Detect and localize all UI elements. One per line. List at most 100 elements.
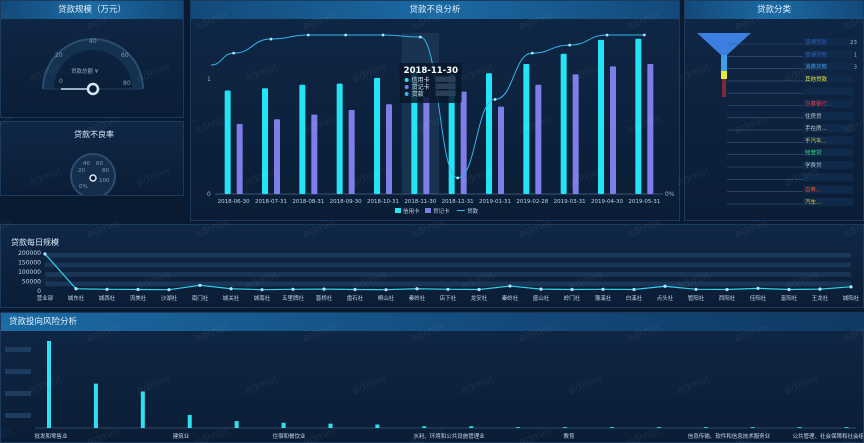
x-tick-label: 批发和零售业 [34, 432, 68, 440]
daily-title: 贷款每日规模 [11, 238, 59, 247]
x-tick-label: 店下社 [440, 294, 457, 302]
bar-credit-card [299, 84, 306, 194]
bar-debit-card [423, 97, 430, 194]
risk-title: 贷款投向风险分析 [1, 313, 863, 331]
category-label-bg [803, 74, 853, 83]
bar-debit-card [535, 84, 542, 194]
daily-point [477, 287, 481, 292]
grid-band [45, 272, 851, 277]
risk-bar [750, 427, 755, 428]
risk-bar [328, 423, 333, 428]
daily-point [601, 287, 605, 291]
line-point [306, 33, 310, 37]
x-tick-label: 盘石社 [347, 294, 364, 302]
bar-debit-card [311, 114, 318, 194]
category-value: 1 [854, 52, 858, 58]
bar-debit-card [274, 119, 280, 194]
risk-bar [47, 341, 51, 428]
x-tick-label: 2018-10-31 [367, 199, 399, 205]
gauge1-label: 贷款总额 ¥ [71, 67, 99, 75]
x-tick-label: 白溪社 [626, 294, 643, 302]
tooltip-value-box [435, 90, 456, 96]
x-tick-label: 2019-03-31 [554, 199, 586, 205]
tooltip-date: 2018-11-30 [404, 66, 458, 76]
bar-debit-card [610, 66, 616, 194]
legend-label-credit: 信用卡 [403, 207, 420, 215]
category-label: 学费贷 [805, 161, 822, 169]
y-tick-label: 50000 [22, 279, 41, 286]
nonperforming-title: 贷款不良分析 [191, 1, 679, 19]
grid-band [45, 281, 851, 287]
daily-point [663, 284, 667, 288]
loan-scale-title: 贷款规模（万元） [1, 1, 183, 19]
daily-point [725, 287, 729, 292]
category-label: 手汽车... [805, 136, 827, 144]
x-tick-label: 2018-12-31 [442, 199, 474, 205]
x-tick-label: 城关社 [223, 294, 240, 302]
daily-point [756, 286, 760, 290]
x-tick-label: 管阳社 [688, 294, 705, 302]
risk-bar [516, 427, 521, 428]
grid-band [45, 262, 851, 268]
legend-label-loan: 贷款 [467, 207, 479, 215]
category-value: 3 [854, 65, 858, 71]
daily-point [384, 288, 388, 292]
funnel-stem-3 [722, 79, 726, 97]
loan-scale-gauge: 0 20 40 60 80 贷款总额 ¥ [42, 38, 144, 96]
bar-debit-card [572, 74, 579, 194]
line-point [344, 33, 348, 37]
daily-point [570, 287, 574, 292]
bar-credit-card [598, 39, 604, 195]
x-tick-label: 2018-09-30 [330, 199, 362, 205]
daily-point [818, 287, 822, 291]
category-label-bg [803, 99, 853, 108]
bar-credit-card [374, 77, 380, 194]
bar-credit-card [635, 38, 642, 194]
bar-credit-card [224, 90, 231, 194]
category-label-bg [803, 197, 853, 206]
gauge2-tick-3: 80 [102, 168, 109, 174]
legend-swatch-debit [425, 208, 431, 213]
risk-bar [281, 422, 286, 428]
daily-point [539, 287, 543, 291]
x-tick-label: 2018-06-30 [218, 199, 250, 205]
y-tick-label: 200000 [18, 250, 41, 257]
x-tick-label: 盛山社 [533, 294, 550, 302]
daily-point [198, 283, 202, 287]
y-tick-placeholder [5, 369, 31, 374]
category-label-bg [803, 124, 853, 133]
risk-bar [656, 427, 661, 428]
x-tick-label: 岭门社 [564, 294, 581, 302]
x-tick-label: 2018-07-31 [255, 199, 287, 205]
y-tick-0: 0 [207, 191, 211, 198]
gauge2-value: 0% [79, 184, 88, 190]
gauge2-tick-2: 60 [96, 161, 103, 167]
category-label-bg [803, 62, 853, 71]
x-tick-label: 桐山社 [378, 294, 395, 302]
x-tick-label: 2018-11-30 [404, 199, 436, 205]
gauge1-tick-4: 80 [123, 80, 131, 87]
x-tick-label: 住宿和餐饮业 [272, 432, 306, 440]
bar-credit-card [336, 83, 343, 194]
tooltip-dot [404, 85, 409, 89]
x-tick-label: 公共管理、社会保障和社会组织 [792, 432, 864, 440]
x-tick-label: 2019-05-31 [628, 199, 660, 205]
x-tick-label: 水利、环境和公共设施管理业 [413, 432, 485, 440]
risk-bar [187, 414, 192, 428]
gauge1-tick-2: 40 [89, 38, 97, 45]
npl-rate-gauge: 20 40 60 80 100 0% [70, 153, 116, 195]
daily-point [74, 287, 78, 291]
x-tick-label: 营业部 [37, 294, 54, 302]
gauge1-hub [86, 82, 100, 96]
bar-debit-card [647, 64, 654, 194]
category-label: 住房贷 [805, 112, 822, 120]
x-tick-label: 佳阳社 [750, 294, 767, 302]
risk-bar [609, 427, 614, 428]
daily-point [167, 288, 171, 292]
y2-tick: 0% [665, 191, 675, 198]
x-tick-label: 城南社 [254, 294, 271, 302]
x-tick-label: 南门社 [192, 294, 209, 302]
x-tick-label: 五里牌社 [282, 294, 305, 302]
npl-rate-title: 贷款不良率 [74, 130, 114, 139]
